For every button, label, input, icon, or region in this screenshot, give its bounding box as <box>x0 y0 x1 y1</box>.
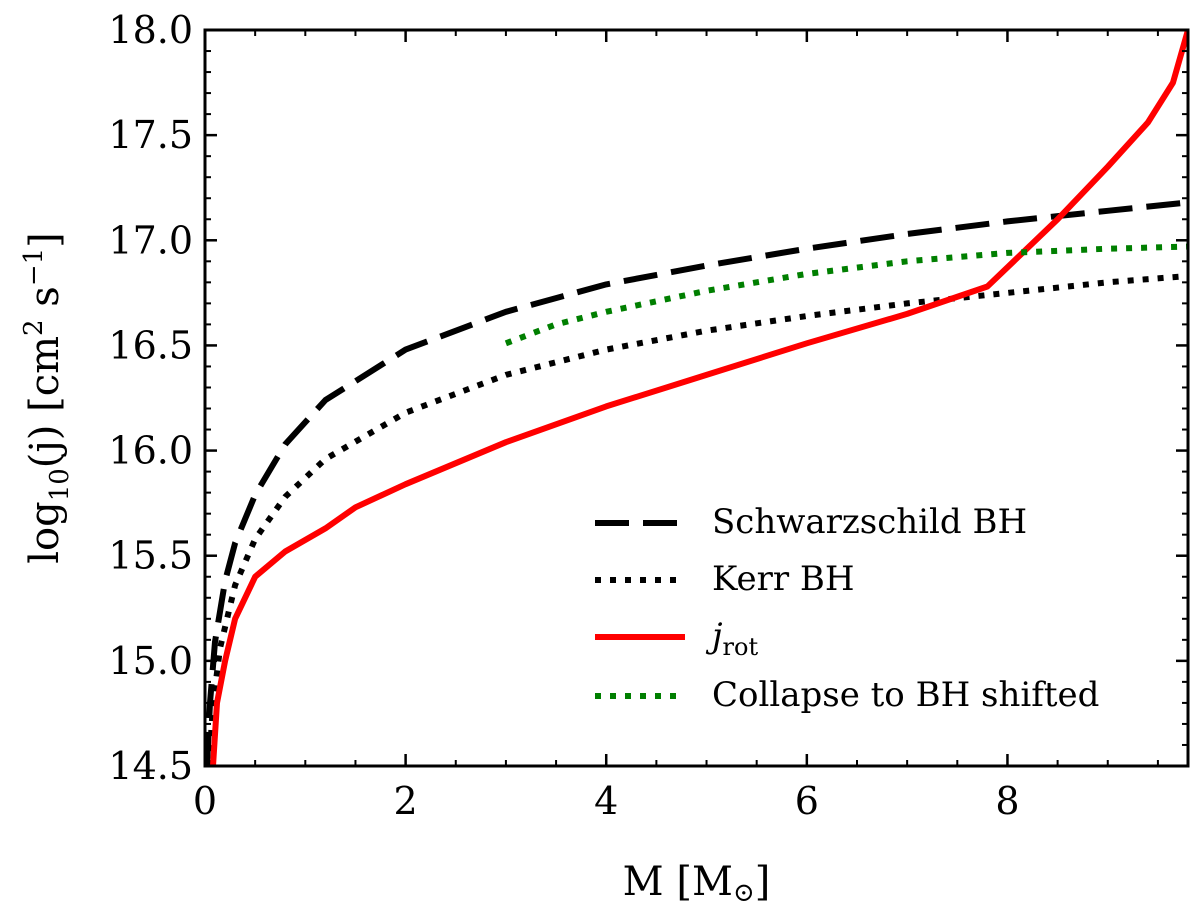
plot-frame <box>203 28 1190 768</box>
y-tick-label: 15.0 <box>108 639 193 683</box>
legend-label-schwarzschild: Schwarzschild BH <box>712 502 1027 542</box>
y-tick-label: 16.5 <box>108 323 193 367</box>
y-tick-label: 18.0 <box>108 8 193 52</box>
y-tick-label: 17.5 <box>108 113 193 157</box>
series-line-schwarzschild-bh <box>205 199 1188 766</box>
x-tick-label: 0 <box>193 779 217 823</box>
x-axis-label-close: ] <box>755 859 771 905</box>
legend-label-jrot-sub: rot <box>723 633 759 661</box>
y-axis-label-mid: s <box>22 286 68 319</box>
y-axis-label-log: log <box>22 501 68 563</box>
x-axis-label: M [M⊙] <box>623 859 771 908</box>
y-tick-label: 17.0 <box>108 218 193 262</box>
series-layer <box>205 30 1188 766</box>
y-axis-label-sup2: −1 <box>19 248 49 286</box>
y-axis-label-close: ] <box>22 232 68 248</box>
legend-label-kerr: Kerr BH <box>712 559 855 599</box>
x-tick-label: 4 <box>594 779 618 823</box>
ticks-layer: 0 2 4 6 8 14.5 15.0 15.5 16.0 16.5 17.0 17.5 18.0 <box>108 8 1188 823</box>
y-tick-label: 14.5 <box>108 744 193 788</box>
y-tick-label: 16.0 <box>108 429 193 473</box>
series-line-kerr-bh <box>206 273 1188 766</box>
x-tick-label: 6 <box>795 779 819 823</box>
x-axis-label-text: M [M <box>623 859 733 905</box>
x-axis-label-sun-symbol: ⊙ <box>733 878 755 908</box>
x-tick-label: 2 <box>394 779 418 823</box>
legend-label-collapse: Collapse to BH shifted <box>712 675 1099 715</box>
y-axis-label-rest: (j) [cm <box>22 336 68 468</box>
x-tick-label: 8 <box>995 779 1019 823</box>
y-axis-label: log10(j) [cm2 s−1] <box>19 232 75 564</box>
series-line-j-rot <box>210 30 1188 766</box>
y-axis-label-sup1: 2 <box>19 319 49 336</box>
y-tick-label: 15.5 <box>108 534 193 578</box>
legend: Schwarzschild BH Kerr BH jrot Collapse t… <box>595 502 1099 715</box>
y-axis-label-sub: 10 <box>45 468 75 501</box>
